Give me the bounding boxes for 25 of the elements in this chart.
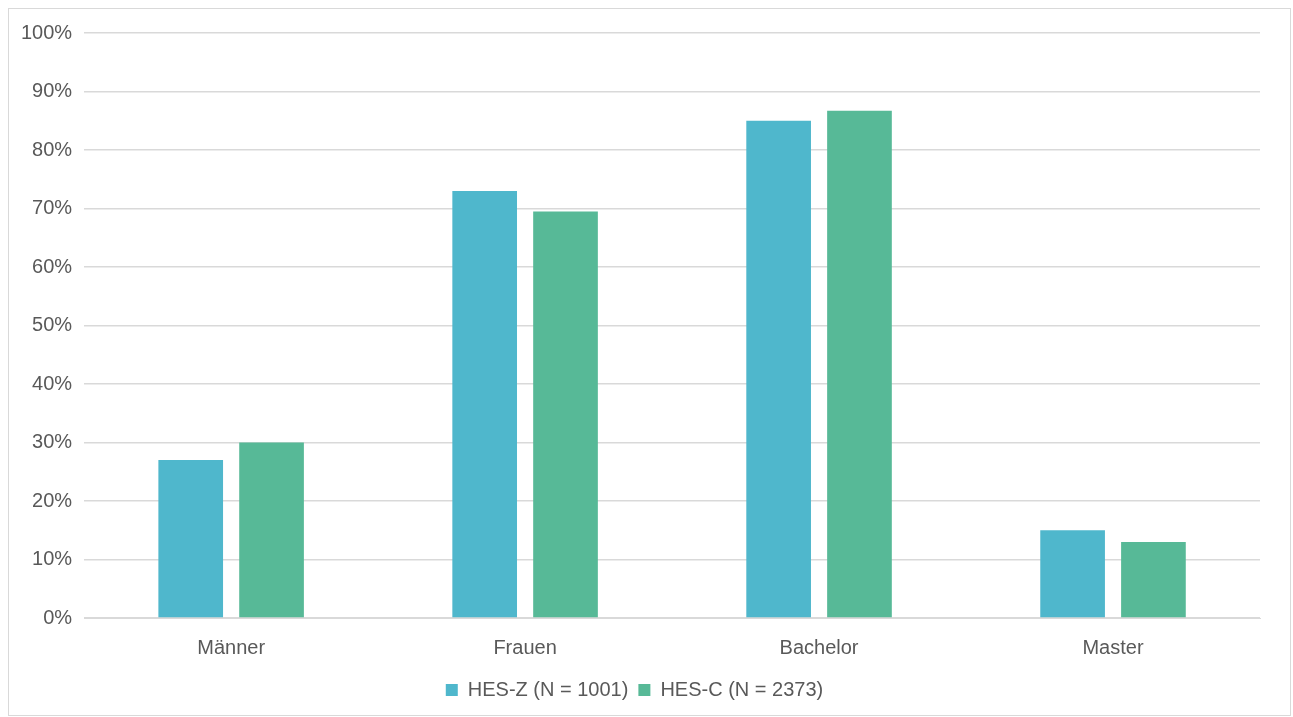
y-tick-label: 60% — [32, 254, 73, 277]
y-tick-label: 20% — [32, 488, 73, 511]
bar — [533, 211, 598, 618]
bar — [158, 460, 224, 618]
x-tick-label: Master — [1082, 635, 1144, 658]
bar — [452, 190, 518, 618]
x-tick-label: Frauen — [493, 635, 557, 658]
y-tick-label: 100% — [21, 20, 73, 43]
bar — [1121, 541, 1186, 618]
legend-label: HES-Z (N = 1001) — [467, 677, 629, 700]
y-tick-label: 40% — [32, 371, 73, 394]
y-tick-label: 30% — [32, 430, 73, 453]
y-tick-label: 10% — [32, 547, 73, 570]
y-tick-label: 50% — [32, 313, 73, 336]
x-tick-label: Bachelor — [779, 635, 859, 658]
y-tick-label: 0% — [43, 605, 73, 628]
x-tick-label: Männer — [197, 635, 266, 658]
bar — [746, 120, 811, 618]
bar — [239, 442, 304, 618]
y-tick-label: 70% — [32, 196, 73, 219]
legend-label: HES-C (N = 2373) — [660, 677, 824, 700]
bar — [1040, 530, 1105, 618]
y-tick-label: 80% — [32, 137, 73, 160]
y-tick-label: 90% — [32, 79, 73, 102]
bar — [827, 110, 892, 618]
